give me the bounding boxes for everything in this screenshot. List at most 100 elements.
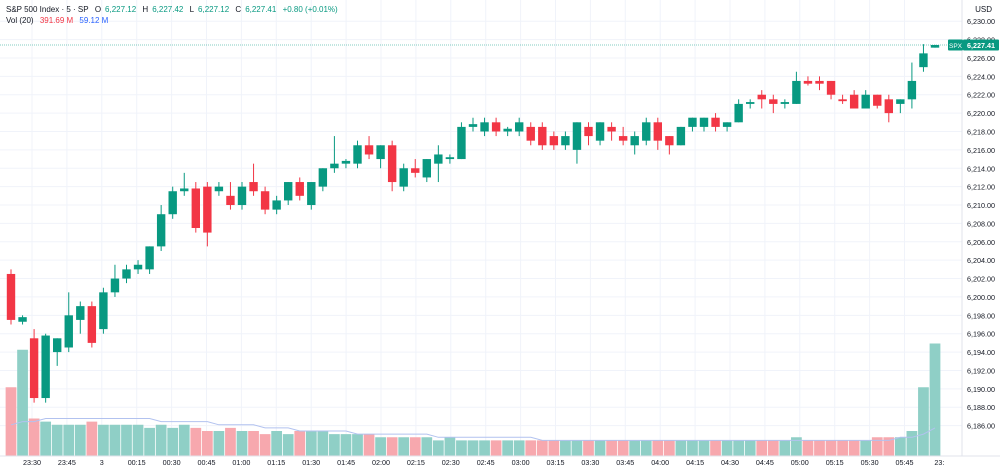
price-tag-value: 6,227.41 bbox=[967, 41, 995, 50]
candle-body bbox=[491, 122, 501, 132]
candle-body bbox=[607, 126, 616, 132]
candle-body bbox=[87, 306, 97, 343]
candle-body bbox=[503, 128, 512, 132]
candle-body bbox=[399, 168, 408, 187]
x-tick-label: 02:00 bbox=[372, 458, 390, 467]
y-tick-label: 6,216.00 bbox=[967, 146, 995, 155]
y-tick-label: 6,206.00 bbox=[967, 238, 995, 247]
y-tick-label: 6,218.00 bbox=[967, 127, 995, 136]
x-tick-label: 04:45 bbox=[756, 458, 774, 467]
candle-body bbox=[191, 188, 200, 228]
volume-bar bbox=[294, 431, 306, 456]
price-axis[interactable]: 6,186.00 6,188.00 6,190.00 6,192.00 6,194.00… bbox=[961, 0, 995, 456]
candle-body bbox=[873, 94, 882, 106]
candle-body bbox=[249, 182, 258, 192]
volume-bar bbox=[432, 440, 444, 456]
volume-value: 391.69 M bbox=[39, 16, 74, 25]
volume-bar bbox=[225, 427, 236, 456]
volume-bar bbox=[525, 440, 537, 456]
candle-body bbox=[133, 264, 143, 270]
volume-bar bbox=[213, 431, 225, 456]
candle-body bbox=[434, 154, 443, 164]
volume-bar bbox=[121, 424, 132, 456]
chart-legend: S&P 500 Index · 5 · SP O 6,227.12 H 6,227.… bbox=[6, 4, 342, 26]
volume-bar bbox=[710, 440, 721, 456]
volume-bar bbox=[617, 440, 629, 456]
volume-bar bbox=[444, 437, 456, 456]
candle-body bbox=[180, 188, 189, 192]
x-tick-label: 02:45 bbox=[477, 458, 495, 467]
candle-body bbox=[295, 182, 304, 196]
volume-bar bbox=[502, 440, 514, 456]
volume-bar bbox=[652, 440, 664, 456]
price-tag-symbol: SPX bbox=[949, 43, 963, 50]
candle-body bbox=[526, 126, 535, 141]
candle-body bbox=[18, 317, 27, 322]
candle-body bbox=[468, 124, 478, 127]
legend-row-price: S&P 500 Index · 5 · SP O 6,227.12 H 6,227.… bbox=[6, 4, 342, 15]
x-tick-label: 04:15 bbox=[686, 458, 704, 467]
volume-bar bbox=[259, 434, 271, 456]
x-tick-label: 05:30 bbox=[861, 458, 879, 467]
time-axis[interactable]: 23:30 23:45 3 00:15 00:30 00:45 01:00 01:15 01:3… bbox=[0, 455, 1000, 467]
candle-body bbox=[561, 136, 570, 146]
change-value: +0.80 (+0.01%) bbox=[282, 5, 338, 14]
candle-body bbox=[618, 136, 628, 141]
candle-body bbox=[815, 80, 824, 84]
candle-body bbox=[676, 126, 686, 146]
volume-bar bbox=[271, 431, 283, 456]
symbol-label[interactable]: S&P 500 Index · 5 · SP bbox=[6, 5, 89, 14]
close-value: 6,227.41 bbox=[245, 5, 277, 14]
volume-bar bbox=[583, 440, 594, 456]
volume-bar bbox=[883, 437, 895, 456]
open-value: 6,227.12 bbox=[105, 5, 137, 14]
candle-body bbox=[930, 44, 940, 48]
volume-bar bbox=[906, 431, 918, 456]
volume-bar bbox=[305, 431, 317, 456]
volume-bar bbox=[28, 418, 40, 456]
candle-body bbox=[145, 246, 154, 270]
volume-bar bbox=[571, 440, 583, 456]
low-label: L bbox=[189, 5, 195, 14]
grid-lines bbox=[0, 0, 962, 456]
candle-body bbox=[653, 122, 662, 141]
y-tick-label: 6,222.00 bbox=[967, 91, 995, 100]
volume-bar bbox=[144, 427, 155, 456]
currency-label[interactable]: USD bbox=[975, 5, 992, 14]
y-tick-label: 6,224.00 bbox=[967, 72, 995, 81]
low-value: 6,227.12 bbox=[198, 5, 230, 14]
candle-body bbox=[53, 338, 62, 353]
volume-ma-line bbox=[10, 418, 936, 441]
volume-bar bbox=[894, 437, 906, 456]
candle-body bbox=[826, 80, 836, 95]
x-tick-label: 03:00 bbox=[512, 458, 530, 467]
candle-body bbox=[376, 145, 385, 160]
volume-bar bbox=[513, 440, 525, 456]
volume-bar bbox=[167, 427, 179, 456]
candle-body bbox=[803, 80, 813, 84]
y-tick-label: 6,198.00 bbox=[967, 311, 995, 320]
volume-bar bbox=[918, 387, 929, 456]
volume-label[interactable]: Vol (20) bbox=[6, 16, 34, 25]
candle-body bbox=[330, 163, 339, 169]
candle-body bbox=[387, 145, 397, 183]
volume-bar bbox=[687, 440, 698, 456]
volume-bar bbox=[548, 440, 560, 456]
candle-body bbox=[29, 338, 39, 399]
y-tick-label: 6,200.00 bbox=[967, 293, 995, 302]
candle-body bbox=[411, 168, 420, 173]
volume-bar bbox=[675, 440, 687, 456]
y-tick-label: 6,186.00 bbox=[967, 422, 995, 431]
y-tick-label: 6,208.00 bbox=[967, 219, 995, 228]
x-tick-label: 03:15 bbox=[547, 458, 565, 467]
volume-bar bbox=[871, 437, 883, 456]
y-tick-label: 6,230.00 bbox=[967, 17, 995, 26]
x-tick-label: 05:45 bbox=[896, 458, 914, 467]
candle-body bbox=[272, 200, 281, 210]
y-tick-label: 6,194.00 bbox=[967, 348, 995, 357]
volume-bar bbox=[860, 440, 872, 456]
price-tag-value-bg bbox=[963, 39, 999, 51]
volume-bar bbox=[63, 424, 75, 456]
y-tick-label: 6,196.00 bbox=[967, 330, 995, 339]
